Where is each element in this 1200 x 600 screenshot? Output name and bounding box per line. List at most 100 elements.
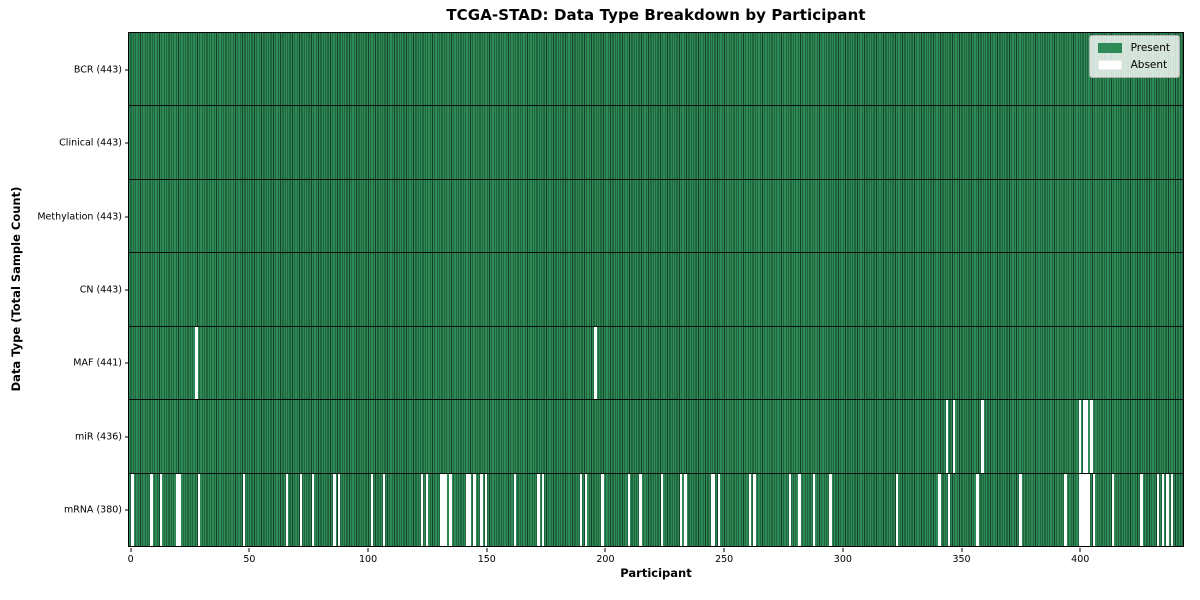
absent-stripe <box>337 473 341 546</box>
absent-stripe <box>420 473 424 546</box>
absent-stripe <box>1019 473 1022 546</box>
absent-stripe <box>1166 473 1169 546</box>
y-tick-mark <box>124 509 129 511</box>
absent-stripe <box>895 473 899 546</box>
x-tick-label: 50 <box>243 553 256 565</box>
absent-stripe <box>197 473 201 546</box>
legend-present-swatch <box>1097 42 1122 54</box>
y-axis-label: Data Type (Total Sample Count) <box>9 186 23 392</box>
absent-stripe <box>952 400 956 473</box>
x-tick-mark <box>486 548 488 552</box>
absent-stripe <box>1078 400 1081 473</box>
absent-stripe <box>444 473 448 546</box>
absent-stripe <box>679 473 683 546</box>
absent-stripe <box>753 473 756 546</box>
absent-stripe <box>981 400 984 473</box>
heatmap-row-MAF <box>129 325 1183 400</box>
absent-stripe <box>829 473 832 546</box>
heatmap-row-mRNA <box>129 472 1183 546</box>
y-tick-mark <box>124 216 129 218</box>
x-tick-label: 350 <box>952 553 971 565</box>
absent-stripe <box>1171 473 1174 546</box>
absent-stripe <box>473 473 476 546</box>
absent-stripe <box>1090 400 1093 473</box>
absent-stripe <box>798 473 801 546</box>
y-tick-label: Clinical (443) <box>59 137 122 149</box>
x-tick-label: 400 <box>1071 553 1090 565</box>
absent-stripe <box>131 473 134 546</box>
absent-stripe <box>947 473 951 546</box>
heatmap-row-CN <box>129 252 1183 326</box>
absent-stripe <box>1085 473 1089 546</box>
chart-title: TCGA-STAD: Data Type Breakdown by Partic… <box>446 6 866 24</box>
absent-stripe <box>580 473 583 546</box>
absent-stripe <box>601 473 604 546</box>
absent-stripe <box>150 473 153 546</box>
absent-stripe <box>660 473 664 546</box>
heatmap-row-Methylation <box>129 178 1183 253</box>
legend-absent-label: Absent <box>1130 59 1168 71</box>
absent-stripe <box>1140 473 1143 546</box>
absent-stripe <box>513 473 516 546</box>
absent-stripe <box>178 473 182 546</box>
absent-stripe <box>485 473 488 546</box>
absent-stripe <box>383 473 386 546</box>
x-tick-mark <box>961 548 963 552</box>
absent-stripe <box>442 473 445 546</box>
y-tick-label: miR (436) <box>74 431 122 443</box>
heatmap-row-Clinical <box>129 105 1183 179</box>
x-tick-label: 100 <box>358 553 378 565</box>
absent-stripe <box>1083 400 1086 473</box>
legend-present-label: Present <box>1130 42 1170 54</box>
absent-stripe <box>333 473 336 546</box>
absent-stripe <box>1088 473 1091 546</box>
absent-stripe <box>466 473 469 546</box>
absent-stripe <box>468 473 471 546</box>
x-tick-mark <box>130 548 132 552</box>
y-tick-mark <box>124 142 129 144</box>
absent-stripe <box>480 473 483 546</box>
x-tick-mark <box>248 548 250 552</box>
x-tick-label: 300 <box>833 553 852 565</box>
absent-stripe <box>1085 400 1089 473</box>
y-tick-label: MAF (441) <box>73 357 122 369</box>
absent-stripe <box>684 473 687 546</box>
absent-stripe <box>627 473 630 546</box>
absent-stripe <box>945 400 948 473</box>
x-tick-mark <box>1079 548 1081 552</box>
plot-area: Present Absent <box>128 32 1184 547</box>
absent-stripe <box>710 473 713 546</box>
absent-stripe <box>717 473 721 546</box>
absent-stripe <box>425 473 429 546</box>
heatmap-row-BCR <box>129 33 1183 106</box>
y-tick-label: BCR (443) <box>73 64 122 76</box>
absent-stripe <box>176 473 179 546</box>
absent-stripe <box>1161 473 1164 546</box>
absent-stripe <box>639 473 642 546</box>
absent-stripe <box>812 473 816 546</box>
y-tick-label: CN (443) <box>79 284 122 296</box>
absent-stripe <box>242 473 246 546</box>
absent-stripe <box>748 473 751 546</box>
x-tick-label: 250 <box>715 553 734 565</box>
y-tick-label: Methylation (443) <box>37 211 122 223</box>
absent-stripe <box>439 473 443 546</box>
absent-stripe <box>1156 473 1160 546</box>
x-tick-mark <box>842 548 844 552</box>
y-tick-label: mRNA (380) <box>63 504 122 516</box>
absent-stripe <box>1111 473 1115 546</box>
x-tick-mark <box>367 548 369 552</box>
absent-stripe <box>788 473 792 546</box>
absent-stripe <box>285 473 289 546</box>
y-tick-mark <box>124 436 129 438</box>
absent-stripe <box>976 473 979 546</box>
x-tick-label: 150 <box>477 553 496 565</box>
legend-entry-present: Present <box>1097 42 1170 54</box>
x-tick-label: 0 <box>127 553 134 565</box>
y-tick-mark <box>124 69 129 71</box>
absent-stripe <box>159 473 163 546</box>
absent-stripe <box>1092 473 1096 546</box>
y-tick-mark <box>124 362 129 364</box>
heatmap-row-miR <box>129 399 1183 473</box>
